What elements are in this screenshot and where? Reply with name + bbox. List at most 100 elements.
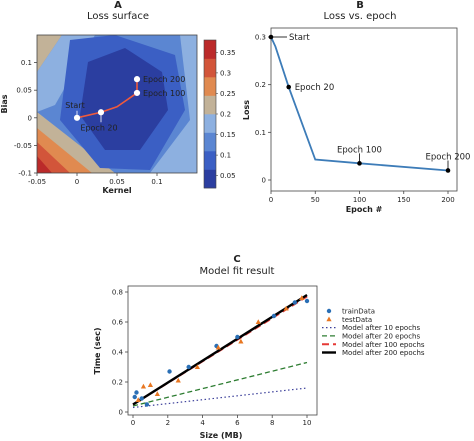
test-point <box>215 344 221 350</box>
colorbar-segment <box>204 58 216 78</box>
colorbar-segment <box>204 95 216 115</box>
panel-b-title: Loss vs. epoch <box>323 11 396 22</box>
train-point <box>134 390 139 395</box>
contour-band-0.3 <box>37 142 70 173</box>
path-label: Epoch 200 <box>143 75 185 84</box>
path-point <box>133 76 141 83</box>
x-tick-label: 50 <box>311 196 320 204</box>
path-label: Epoch 100 <box>143 89 185 98</box>
x-tick-label: 150 <box>397 196 410 204</box>
panel-b-plot: 0 50 100 150 200 0 0.1 0.2 0.3 Start Epoch 20 Epoch… <box>255 33 471 204</box>
contour-band-0.35 <box>37 156 52 173</box>
colorbar-segment <box>204 169 216 189</box>
x-tick-label: 0 <box>131 419 135 427</box>
legend-label: testData <box>342 316 372 324</box>
colorbar-segment <box>204 151 216 170</box>
train-point <box>235 334 240 340</box>
test-point <box>299 295 305 300</box>
y-tick-label: 0.2 <box>255 81 266 89</box>
colorbar-segment <box>204 77 216 96</box>
descent-path-line <box>76 79 138 119</box>
path-label: Epoch 20 <box>80 123 117 132</box>
y-tick-label: 0.3 <box>255 34 266 42</box>
x-tick-label: 0.05 <box>109 178 125 186</box>
y-tick-label: 0.05 <box>16 87 32 95</box>
panel-c-plot: 0 2 4 6 8 10 0 0.2 0.4 0.6 0.8 <box>112 289 312 428</box>
legend-marker <box>326 308 332 314</box>
panel-a-xlabel: Kernel <box>102 186 132 195</box>
colorbar-tick-label: 0.2 <box>220 111 231 119</box>
colorbar-segment <box>204 132 216 152</box>
test-point <box>175 377 181 383</box>
panel-c-title: Model fit result <box>200 266 275 277</box>
panel-a-letter: A <box>114 0 122 11</box>
y-tick-label: 0.1 <box>255 129 266 137</box>
train-point <box>167 369 172 374</box>
contour-band-0.05 <box>80 48 168 150</box>
colorbar-segment <box>204 114 216 133</box>
panel-b-letter: B <box>356 0 364 11</box>
x-tick-label: 0 <box>75 178 79 186</box>
x-tick-label: 100 <box>353 196 366 204</box>
train-point <box>139 396 144 401</box>
annotation-label: Epoch 200 <box>426 152 471 162</box>
legend-label: Model after 200 epochs <box>342 349 425 357</box>
test-point <box>238 338 244 344</box>
test-point <box>194 364 200 369</box>
descent-path: Start Epoch 20 Epoch 100 Epoch 200 <box>65 75 185 132</box>
train-point <box>132 394 137 400</box>
panel-b-frame <box>270 27 458 192</box>
annotation-label: Epoch 100 <box>337 145 382 155</box>
x-tick-label: 6 <box>235 419 240 427</box>
legend-label: Model after 20 epochs <box>342 333 420 341</box>
colorbar-tick-label: 0.35 <box>220 49 236 57</box>
x-tick-label: 2 <box>166 419 170 427</box>
x-tick-label: 0.1 <box>151 178 162 186</box>
legend-label: Model after 100 epochs <box>342 341 425 349</box>
annotation-label: Start <box>289 33 310 43</box>
model-line <box>132 293 308 406</box>
colorbar-segment <box>204 40 216 59</box>
y-tick-label: 0.6 <box>112 319 124 327</box>
panel-a: A Loss surface -0.05 0 0.05 0.1-0.1-0.0500.… <box>0 0 236 195</box>
x-tick-label: 4 <box>200 419 205 427</box>
panel-a-ylabel: Bias <box>0 94 9 113</box>
y-tick-label: -0.1 <box>18 170 32 178</box>
train-point <box>186 364 191 370</box>
y-tick-label: 0 <box>119 409 123 417</box>
y-tick-label: 0 <box>28 114 32 122</box>
colorbar-tick-label: 0.1 <box>220 152 231 160</box>
loss-contour-fill <box>37 35 197 173</box>
train-point <box>292 300 298 305</box>
panel-c-xlabel: Size (MB) <box>200 431 243 440</box>
panel-b-ylabel: Loss <box>242 100 251 120</box>
panel-b: B Loss vs. epoch 0 50 100 150 200 0 0.1 0.2 0.3 S… <box>242 0 470 214</box>
test-point <box>255 319 261 324</box>
y-tick-label: 0 <box>262 177 266 185</box>
test-point <box>283 305 289 311</box>
path-label: Start <box>65 101 85 110</box>
x-tick-label: 10 <box>303 419 312 427</box>
panel-c-ylabel: Time (sec) <box>93 328 102 375</box>
colorbar-tick-label: 0.05 <box>220 172 236 180</box>
legend-marker <box>326 316 332 322</box>
test-point <box>135 397 141 402</box>
legend-label: Model after 10 epochs <box>342 324 420 332</box>
annotation-point <box>286 84 292 90</box>
annotation-label: Epoch 20 <box>295 83 335 93</box>
train-point <box>271 313 277 319</box>
colorbar-tick-label: 0.15 <box>220 131 236 139</box>
panel-c: C Model fit result 0 2 4 6 8 1000.20.40.60.8 … <box>93 254 425 440</box>
y-tick-label: 0.1 <box>21 59 32 67</box>
model-line <box>132 387 308 409</box>
path-point <box>133 89 141 97</box>
loss-line <box>270 36 449 172</box>
y-tick-label: 0.4 <box>112 349 124 357</box>
panel-c-letter: C <box>233 254 240 265</box>
legend-label: trainData <box>342 308 375 316</box>
x-tick-label: 8 <box>270 419 274 427</box>
train-point <box>304 298 310 304</box>
